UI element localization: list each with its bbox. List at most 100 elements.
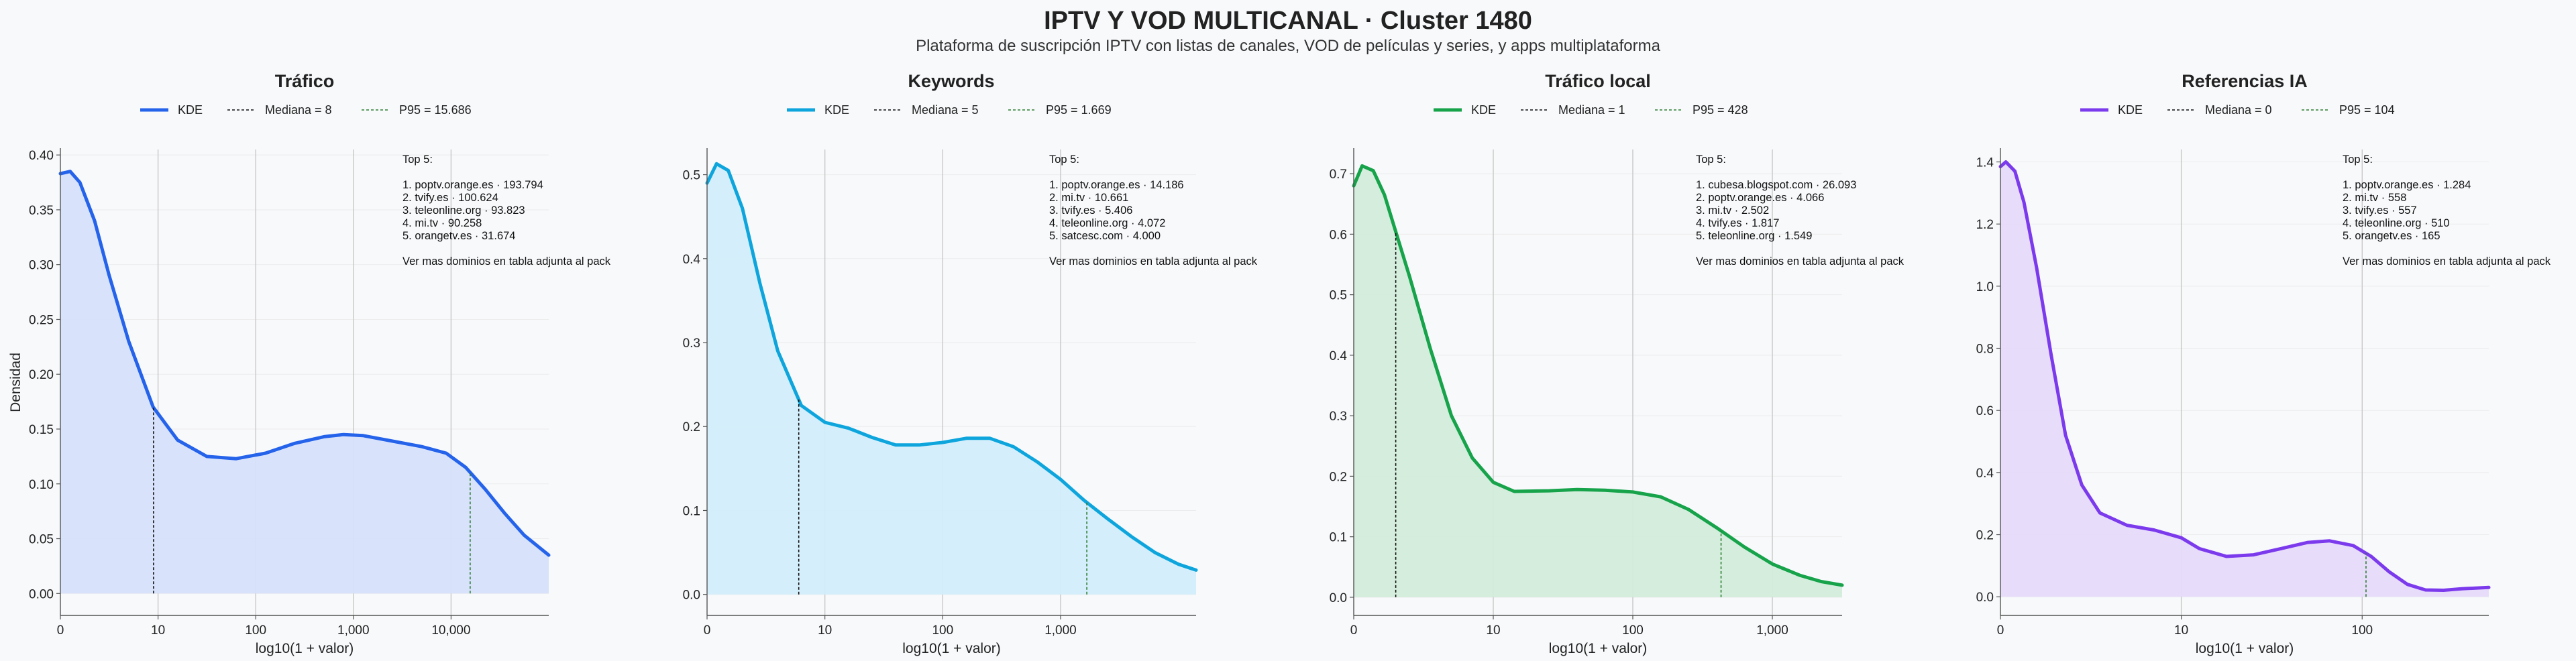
- top5-item: 3. tvify.es · 557: [2343, 204, 2417, 217]
- y-axis-label: Densidad: [8, 353, 23, 412]
- kde-area: [2000, 162, 2489, 597]
- top5-item: 1. poptv.orange.es · 14.186: [1049, 179, 1184, 191]
- panel-title: Tráfico local: [1545, 71, 1651, 91]
- y-tick-label: 0.7: [1330, 168, 1347, 182]
- top5-note: Ver mas dominios en tabla adjunta al pac…: [1049, 255, 1258, 267]
- legend-kde-label: KDE: [178, 103, 203, 117]
- top5-item: 1. poptv.orange.es · 193.794: [402, 179, 543, 191]
- top5-item: 3. tvify.es · 5.406: [1049, 204, 1132, 217]
- y-tick-label: 0.1: [1330, 531, 1347, 545]
- y-tick-label: 0.0: [1330, 591, 1347, 605]
- y-tick-label: 0.3: [683, 337, 700, 351]
- page-subtitle: Plataforma de suscripción IPTV con lista…: [916, 37, 1660, 55]
- y-tick-label: 0.8: [1976, 343, 1994, 357]
- y-tick-label: 0.15: [29, 423, 54, 437]
- y-tick-label: 0.35: [29, 204, 54, 218]
- y-tick-label: 0.2: [683, 420, 700, 434]
- y-tick-label: 0.0: [683, 589, 700, 603]
- x-tick-label: 0: [704, 623, 711, 638]
- y-tick-label: 0.40: [29, 149, 54, 163]
- y-tick-label: 0.1: [683, 504, 700, 518]
- top5-item: 5. satcesc.com · 4.000: [1049, 230, 1161, 242]
- chart-panel-4: Referencias IA KDE Mediana = 0 P95 = 104 0.0…: [1976, 71, 2551, 656]
- y-tick-label: 0.0: [1976, 591, 1994, 605]
- x-axis-label: log10(1 + valor): [256, 641, 354, 656]
- x-tick-label: 0: [1350, 623, 1358, 638]
- page-title: IPTV Y VOD MULTICANAL · Cluster 1480: [1044, 7, 1532, 35]
- panel-title: Keywords: [908, 71, 994, 91]
- top5-note: Ver mas dominios en tabla adjunta al pac…: [402, 255, 611, 267]
- y-tick-label: 0.2: [1976, 529, 1994, 543]
- x-axis-label: log10(1 + valor): [1549, 641, 1648, 656]
- chart-panel-1: Tráfico KDE Mediana = 8 P95 = 15.686 0.00 0.0…: [8, 71, 611, 656]
- legend-p95-label: P95 = 1.669: [1046, 103, 1112, 117]
- top5-item: 5. orangetv.es · 165: [2343, 230, 2440, 242]
- x-tick-label: 10: [2174, 623, 2188, 638]
- x-tick-label: 0: [57, 623, 64, 638]
- panel-title: Referencias IA: [2182, 71, 2308, 91]
- y-tick-label: 0.6: [1330, 228, 1347, 242]
- top5-heading: Top 5:: [2343, 154, 2373, 166]
- x-tick-label: 10: [151, 623, 165, 638]
- top5-item: 2. poptv.orange.es · 4.066: [1696, 192, 1824, 204]
- kde-line: [1352, 164, 1844, 587]
- top5-item: 3. teleonline.org · 93.823: [402, 204, 525, 217]
- x-tick-label: 1,000: [1756, 623, 1788, 638]
- y-tick-label: 0.20: [29, 368, 54, 382]
- y-tick-label: 0.5: [683, 169, 700, 183]
- chart-panel-3: Tráfico local KDE Mediana = 1 P95 = 428 0.0 0…: [1330, 71, 1904, 656]
- x-tick-label: 10,000: [431, 623, 470, 638]
- top5-item: 2. mi.tv · 558: [2343, 192, 2406, 204]
- top5-heading: Top 5:: [1049, 154, 1079, 166]
- chart-panel-2: Keywords KDE Mediana = 5 P95 = 1.669 0.0 0.1 0…: [683, 71, 1258, 656]
- kde-line: [1998, 160, 2491, 592]
- legend-median-label: Mediana = 0: [2205, 103, 2272, 117]
- y-tick-label: 0.05: [29, 533, 54, 547]
- kde-area: [60, 171, 549, 594]
- x-tick-label: 0: [1997, 623, 2004, 638]
- x-tick-label: 100: [245, 623, 266, 638]
- legend-p95-label: P95 = 104: [2339, 103, 2395, 117]
- top5-note: Ver mas dominios en tabla adjunta al pac…: [2343, 255, 2551, 267]
- kde-area: [1354, 166, 1842, 597]
- top5-item: 4. mi.tv · 90.258: [402, 217, 482, 229]
- top5-note: Ver mas dominios en tabla adjunta al pac…: [1696, 255, 1904, 267]
- y-tick-label: 1.2: [1976, 218, 1994, 232]
- top5-item: 2. mi.tv · 10.661: [1049, 192, 1128, 204]
- y-tick-label: 1.0: [1976, 280, 1994, 294]
- legend-p95-label: P95 = 428: [1693, 103, 1748, 117]
- y-tick-label: 0.25: [29, 313, 54, 327]
- x-tick-label: 10: [1486, 623, 1500, 638]
- top5-item: 5. teleonline.org · 1.549: [1696, 230, 1812, 242]
- y-tick-label: 0.4: [1976, 467, 1994, 481]
- kde-line: [58, 170, 551, 557]
- top5-heading: Top 5:: [402, 154, 433, 166]
- top5-item: 3. mi.tv · 2.502: [1696, 204, 1769, 217]
- top5-item: 1. poptv.orange.es · 1.284: [2343, 179, 2471, 191]
- y-tick-label: 0.00: [29, 587, 54, 601]
- x-tick-label: 100: [1622, 623, 1644, 638]
- legend-kde-label: KDE: [824, 103, 849, 117]
- kde-area: [707, 164, 1196, 595]
- legend-kde-label: KDE: [1471, 103, 1496, 117]
- x-tick-label: 100: [932, 623, 953, 638]
- kde-line: [705, 162, 1198, 572]
- top5-heading: Top 5:: [1696, 154, 1726, 166]
- x-axis-label: log10(1 + valor): [2196, 641, 2294, 656]
- x-axis-label: log10(1 + valor): [902, 641, 1001, 656]
- y-tick-label: 1.4: [1976, 156, 1994, 170]
- legend-median-label: Mediana = 1: [1558, 103, 1625, 117]
- x-tick-label: 100: [2351, 623, 2373, 638]
- legend-median-label: Mediana = 5: [912, 103, 979, 117]
- panel-title: Tráfico: [275, 71, 335, 91]
- x-tick-label: 1,000: [1044, 623, 1077, 638]
- y-tick-label: 0.4: [1330, 349, 1348, 363]
- y-tick-label: 0.10: [29, 478, 54, 492]
- y-tick-label: 0.3: [1330, 410, 1347, 424]
- y-tick-label: 0.6: [1976, 404, 1994, 418]
- legend-p95-label: P95 = 15.686: [399, 103, 472, 117]
- top5-item: 1. cubesa.blogspot.com · 26.093: [1696, 179, 1856, 191]
- x-tick-label: 1,000: [337, 623, 370, 638]
- top5-item: 4. tvify.es · 1.817: [1696, 217, 1779, 229]
